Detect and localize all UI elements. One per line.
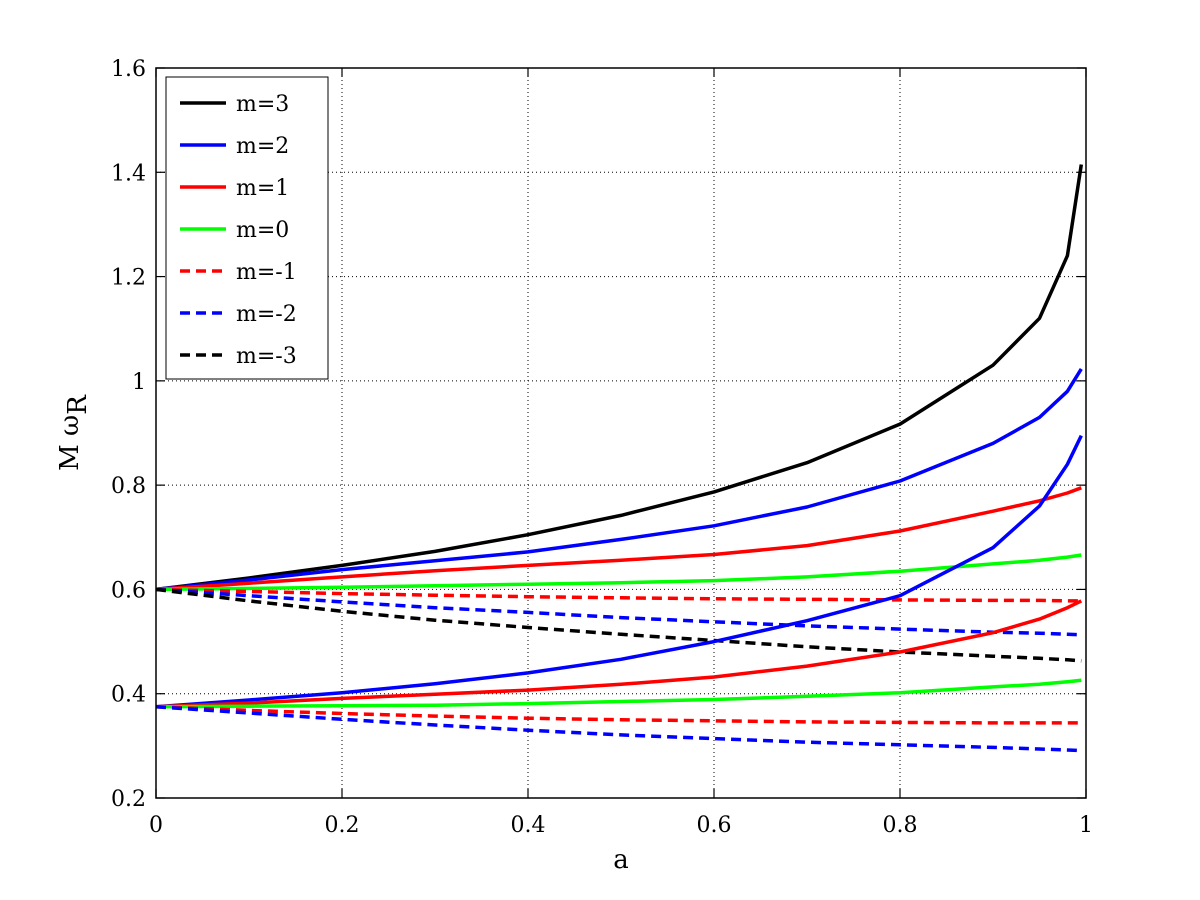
x-tick-label: 0.2: [325, 813, 360, 838]
legend-label: m=3: [236, 92, 289, 117]
series-line-m-eq-1: [155, 599, 1083, 709]
y-tick-label: 0.4: [111, 683, 146, 708]
legend: m=3 m=2 m=1 m=0 m=-1 m=-2 m=-3: [165, 76, 329, 380]
legend-label: m=-1: [236, 260, 297, 285]
series-line-m-eq-3: [155, 164, 1084, 592]
grid-lines: [156, 68, 1086, 798]
series-line-m-eq--2: [155, 587, 1082, 637]
series-line-m-eq-1: [155, 486, 1082, 592]
legend-label: m=2: [236, 134, 289, 159]
series-line-m-eq-0: [155, 678, 1082, 709]
series-line-m-eq-2: [155, 434, 1083, 709]
y-tick-label: 1.4: [111, 161, 146, 186]
x-tick-labels: 0 0.2 0.4 0.6 0.8 1: [149, 813, 1093, 838]
legend-label: m=1: [236, 176, 289, 201]
legend-label: m=0: [236, 218, 289, 243]
series-line-m-eq--1: [155, 705, 1082, 725]
series-line-m-eq-0: [155, 553, 1082, 592]
y-axis-label-subscript: R: [63, 394, 93, 415]
legend-label: m=-2: [236, 302, 297, 327]
y-tick-label: 0.6: [111, 578, 146, 603]
axis-ticks: [155, 67, 1087, 799]
y-tick-label: 1.6: [111, 57, 146, 82]
x-tick-label: 0.4: [511, 813, 546, 838]
x-tick-label: 0.6: [697, 813, 732, 838]
y-tick-label: 0.8: [111, 474, 146, 499]
x-tick-label: 1: [1079, 813, 1093, 838]
legend-label: m=-3: [236, 344, 297, 369]
series-lines: [155, 164, 1084, 753]
x-tick-label: 0.8: [883, 813, 918, 838]
series-line-m-eq--2: [155, 705, 1082, 753]
x-tick-label: 0: [149, 813, 163, 838]
y-tick-label: 1: [132, 370, 146, 395]
series-line-m-eq-2: [155, 367, 1083, 592]
y-axis-label: M ωR: [55, 394, 93, 471]
y-axis-label-main: M ω: [55, 415, 85, 471]
y-tick-label: 1.2: [111, 266, 146, 291]
y-tick-label: 0.2: [111, 787, 146, 812]
series-line-m-eq--1: [155, 587, 1082, 603]
x-axis-label: a: [613, 845, 629, 875]
plot-frame: [155, 67, 1087, 799]
y-tick-labels: 0.2 0.4 0.6 0.8 1 1.2 1.4 1.6: [111, 57, 146, 812]
